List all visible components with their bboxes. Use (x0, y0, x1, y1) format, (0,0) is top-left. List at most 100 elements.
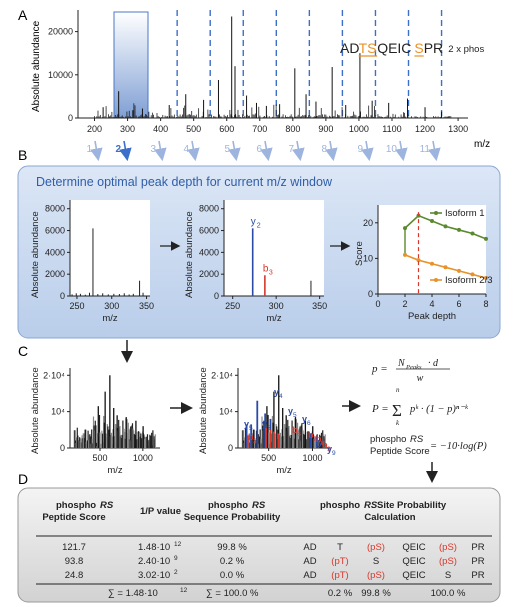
x-tick-label: 2 (402, 299, 407, 309)
window-number: 7 (288, 144, 294, 155)
x-axis-label: m/z (107, 465, 123, 476)
panel-letter-d: D (18, 471, 28, 487)
panel-letter-c: C (18, 343, 28, 359)
series-point (443, 265, 448, 270)
window-arrow (395, 140, 408, 162)
x-tick-label: 350 (312, 301, 327, 311)
selected-window-highlight (113, 11, 149, 119)
window-number: 11 (420, 144, 431, 155)
x-tick-label: 900 (318, 124, 333, 134)
probability-formulas: p = N Peaks · d w P = nΣk pᵏ · (1 − p)ⁿ⁻ᵏ phosp… (370, 358, 487, 457)
total-site-2: 99.8 % (361, 588, 391, 599)
x-tick-label: 300 (120, 124, 135, 134)
window-number: 2 (115, 144, 121, 155)
y-tick-label: 0 (228, 443, 233, 453)
cell-site-residue: (pS) (439, 556, 457, 567)
cell-site-residue: PR (471, 542, 484, 553)
y-tick-label: 0 (214, 291, 219, 301)
cell-site-residue: (pS) (439, 542, 457, 553)
y-tick-label: 6000 (199, 226, 219, 236)
window-dashed-lines (176, 10, 443, 118)
x-tick-label: 4 (429, 299, 434, 309)
ion-label-y: y (318, 437, 323, 447)
header-site-3: Calculation (364, 512, 415, 523)
panel-a-spectrum: 0 10000 20000 200 300 400 500 600 700 800 900 1000… (31, 10, 490, 162)
formula-p-num-sub: Peaks (405, 364, 422, 371)
series-point (403, 252, 407, 257)
series-point (403, 226, 407, 231)
x-tick-label: 600 (219, 124, 234, 134)
ion-label-y: y (327, 444, 332, 454)
y-axis-label: Absolute abundance (184, 211, 195, 298)
cell-site-residue: T (337, 542, 343, 553)
total-pvalue-exp: 12 (180, 587, 188, 594)
legend-label: Isoform 2/3 (445, 275, 493, 286)
ion-label-y-sub: 2 (257, 222, 261, 229)
window-arrow (260, 140, 273, 162)
ion-label-b: b (316, 434, 322, 444)
y-tick-label: 0 (60, 443, 65, 453)
window-arrow (428, 140, 441, 162)
header-pvalue: 1/P value (140, 506, 181, 517)
ion-label-y-sub: 5 (293, 412, 297, 419)
x-axis-label: m/z (102, 313, 118, 324)
window-number: 10 (386, 144, 398, 155)
ion-label-b-sub: 3 (253, 438, 257, 445)
cell-site-residue: S (445, 570, 451, 581)
cell-pvalue-exp: 2 (174, 569, 178, 576)
y-axis-label: Score (354, 241, 365, 266)
cell-site-residue: (pT) (331, 556, 348, 567)
peptide-segment: PR (424, 40, 443, 56)
peptide-segment: TS (359, 40, 377, 56)
ion-label-b-sub: 8 (321, 440, 325, 447)
x-tick-label: 1000 (302, 453, 322, 463)
formula-p-num-rest: · d (428, 358, 439, 369)
y-tick-label: 2000 (45, 269, 65, 279)
panel-letter-b: B (18, 147, 27, 163)
legend-marker (434, 211, 438, 215)
cell-site-residue: (pT) (331, 570, 348, 581)
y-axis-label: Absolute abundance (30, 211, 41, 298)
cell-probability: 0.2 % (220, 556, 245, 567)
cell-pvalue: 1.48·10 (138, 542, 170, 553)
formula-sum: Σ (392, 401, 402, 420)
full-spectrum-chart: 0 10⁴ 2·10⁴ 500 1000 m/z Absolute abundance (30, 367, 160, 476)
y-tick-label: 4000 (199, 247, 219, 257)
y-axis-label: Absolute abundance (31, 20, 42, 112)
series-point (470, 272, 475, 277)
plot-area (224, 200, 324, 296)
plot-area (70, 200, 150, 296)
formula-P-lhs: P = (371, 403, 389, 415)
ion-label-y-sub: 8 (323, 443, 327, 450)
cell-site-residue: (pS) (367, 542, 385, 553)
x-tick-label: 500 (261, 453, 276, 463)
cell-pvalue-exp: 12 (174, 541, 182, 548)
ion-label-b: b (248, 432, 254, 442)
window-number: 4 (183, 144, 189, 155)
total-site-3: 100.0 % (431, 588, 466, 599)
x-tick-label: 500 (92, 453, 107, 463)
window-arrow (90, 140, 103, 162)
window-arrow (119, 140, 132, 162)
peptide-segment: S (414, 40, 423, 56)
ion-label-b-sub: 3 (269, 269, 273, 276)
y-tick-label: 8000 (45, 204, 65, 214)
x-tick-label: 1000 (349, 124, 369, 134)
total-probability: ∑ = 100.0 % (206, 588, 259, 599)
header-score-rs: RS (100, 500, 114, 511)
formula-P-body: pᵏ · (1 − p)ⁿ⁻ᵏ (409, 404, 469, 415)
y-tick-label: 20000 (48, 27, 73, 37)
series-point (484, 275, 488, 280)
y-axis-label: Absolute abundance (30, 367, 41, 454)
x-tick-label: 1300 (448, 124, 468, 134)
y-tick-label: 20 (363, 218, 373, 228)
ion-label-y-sub: 9 (332, 450, 336, 457)
y-axis-label: Absolute abundance (198, 367, 209, 454)
cell-probability: 0.0 % (220, 570, 245, 581)
cell-score: 93.8 (65, 556, 84, 567)
window-arrow (187, 140, 200, 162)
legend-label: Isoform 1 (445, 208, 485, 219)
window-number: 1 (86, 144, 92, 155)
window-number: 9 (357, 144, 363, 155)
